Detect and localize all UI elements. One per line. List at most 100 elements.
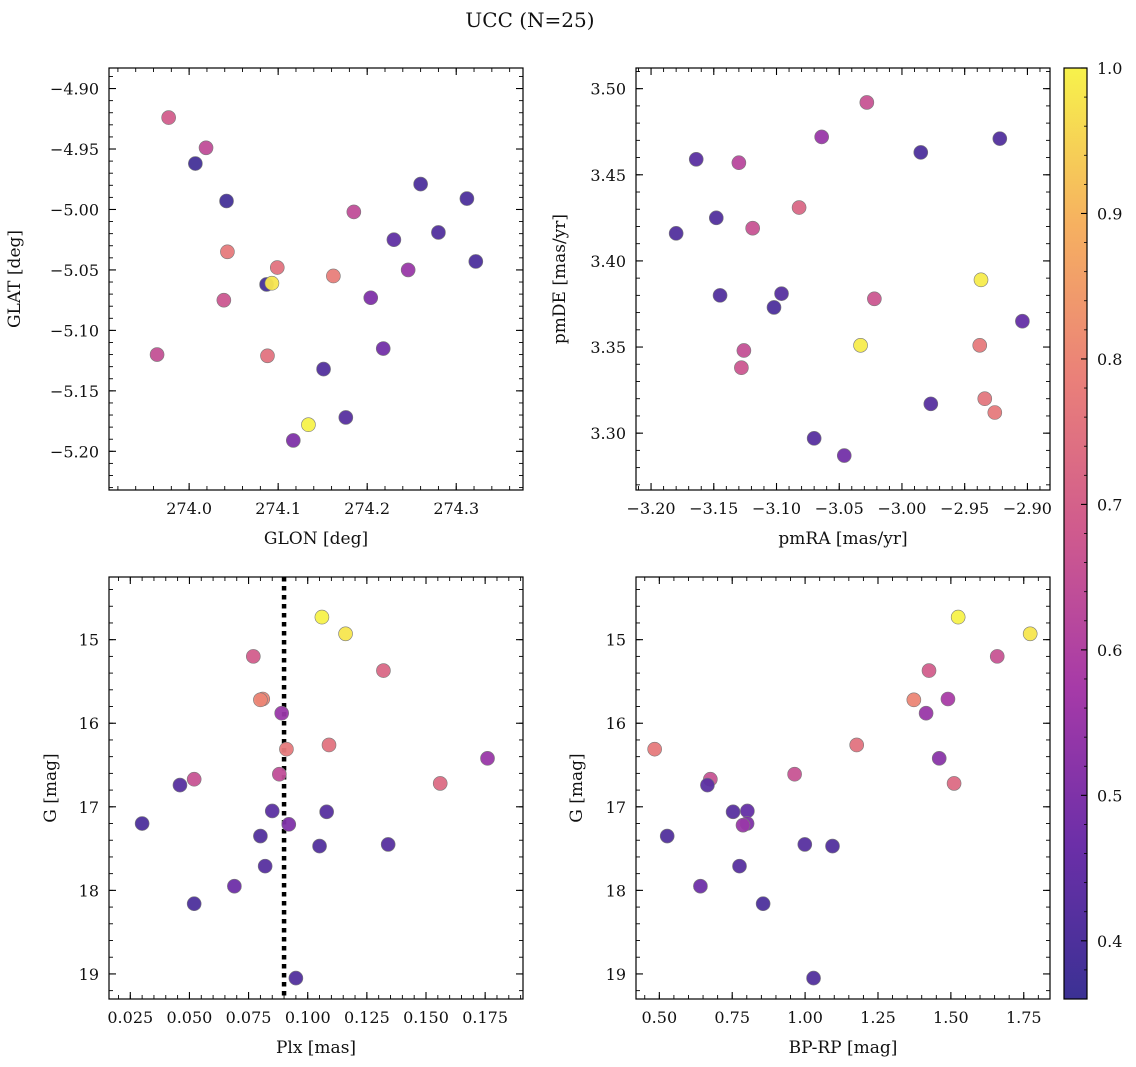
panel-2: −3.20 −3.15 −3.10 −3.05 −3.00 −2.95 −2.90 3.30 3… <box>550 67 1052 549</box>
x-tick-label: 0.75 <box>714 1008 750 1027</box>
data-point <box>923 396 939 412</box>
data-point <box>787 766 802 782</box>
x-tick-label: 1.00 <box>787 1008 823 1027</box>
data-point <box>836 448 852 463</box>
data-point <box>1015 313 1030 329</box>
colorbar-tick-label: 1.0 <box>1097 59 1122 78</box>
data-point <box>326 268 341 284</box>
data-point <box>712 288 728 303</box>
x-tick-label: 0.150 <box>403 1008 449 1027</box>
data-point <box>312 838 327 854</box>
plot-frame <box>108 576 524 1000</box>
data-point <box>950 609 966 625</box>
data-point <box>867 291 882 307</box>
x-tick-label: 274.0 <box>166 499 212 518</box>
x-tick-label: 0.050 <box>167 1008 213 1027</box>
data-point <box>186 771 202 787</box>
data-point <box>274 705 289 721</box>
data-point <box>319 804 334 820</box>
x-axis-label: pmRA [mas/yr] <box>778 529 907 549</box>
y-axis-label: G [mag] <box>41 753 61 822</box>
data-point <box>972 338 988 353</box>
data-point <box>172 777 188 793</box>
x-tick-label: 0.075 <box>226 1008 272 1027</box>
panel-4: 0.50 0.75 1.00 1.25 1.50 1.75 15 16 17 18 19 BP-RP … <box>567 576 1051 1058</box>
data-point <box>825 838 840 854</box>
colorbar-tick-label: 0.5 <box>1097 786 1122 805</box>
data-point <box>281 817 297 832</box>
data-point <box>161 110 176 125</box>
y-tick-label: 17 <box>606 798 626 817</box>
x-tick-label: 1.50 <box>933 1008 969 1027</box>
data-point <box>668 226 684 241</box>
y-axis-label: G [mag] <box>567 753 587 822</box>
x-tick-label: −3.10 <box>752 499 801 518</box>
x-axis-label: GLON [deg] <box>264 529 368 549</box>
x-tick-label: 1.75 <box>1006 1008 1042 1027</box>
y-tick-label: 19 <box>606 965 626 984</box>
figure-title: UCC (N=25) <box>465 8 594 32</box>
data-point <box>321 737 337 753</box>
colorbar-tick-label: 0.4 <box>1097 932 1122 951</box>
colorbar: 0.4 0.5 0.6 0.7 0.8 0.9 1.0 <box>1063 59 1122 1000</box>
data-point <box>149 347 165 362</box>
data-point <box>973 272 989 288</box>
x-tick-label: −2.95 <box>940 499 989 518</box>
data-point <box>987 405 1003 420</box>
plot-frame <box>635 576 1051 1000</box>
x-tick-label: 274.1 <box>255 499 301 518</box>
y-tick-label: 15 <box>79 631 99 650</box>
data-point <box>272 766 287 782</box>
data-point <box>740 803 755 819</box>
data-point <box>338 626 353 642</box>
data-point <box>186 896 202 912</box>
data-point <box>188 156 203 171</box>
data-point <box>134 816 150 831</box>
data-point <box>931 751 947 766</box>
data-point <box>659 828 675 844</box>
data-point <box>992 131 1008 146</box>
y-tick-label: 16 <box>79 714 99 733</box>
data-point <box>227 878 242 894</box>
data-point <box>700 777 715 793</box>
x-axis-label: BP-RP [mag] <box>789 1038 898 1058</box>
y-tick-label: 19 <box>79 965 99 984</box>
data-point <box>264 275 280 291</box>
data-point <box>647 741 662 757</box>
panel-1: 274.0 274.1 274.2 274.3 −4.90 −4.95 −5.00 −5.05… <box>5 67 524 549</box>
y-axis-label: GLAT [deg] <box>5 230 25 328</box>
data-point <box>376 663 391 678</box>
x-tick-label: −2.90 <box>1003 499 1052 518</box>
x-tick-label: 0.025 <box>107 1008 153 1027</box>
data-point <box>413 176 428 192</box>
data-point <box>316 361 331 377</box>
data-point <box>797 837 813 852</box>
data-point <box>314 609 330 625</box>
y-tick-label: −5.15 <box>50 382 99 401</box>
data-point <box>375 341 391 356</box>
y-tick-label: 18 <box>606 881 626 900</box>
x-axis-label: Plx [mas] <box>276 1038 356 1058</box>
y-tick-label: −5.05 <box>50 261 99 280</box>
y-tick-label: −4.95 <box>50 140 99 159</box>
data-point <box>688 151 704 167</box>
data-point <box>806 431 822 446</box>
data-point <box>708 210 724 226</box>
data-point <box>736 343 752 358</box>
data-point <box>755 896 771 912</box>
data-point <box>977 391 993 407</box>
data-point <box>468 254 484 269</box>
x-tick-label: 0.50 <box>642 1008 678 1027</box>
data-point <box>745 220 760 236</box>
panels: 274.0 274.1 274.2 274.3 −4.90 −4.95 −5.00 −5.05… <box>5 67 1052 1058</box>
x-tick-label: −3.20 <box>627 499 676 518</box>
data-point <box>246 649 261 664</box>
data-point <box>480 751 495 766</box>
x-tick-label: 1.25 <box>860 1008 896 1027</box>
data-point <box>216 292 232 308</box>
x-tick-label: −3.00 <box>877 499 926 518</box>
data-point <box>853 338 868 353</box>
data-point <box>288 970 304 986</box>
data-point <box>732 858 747 874</box>
